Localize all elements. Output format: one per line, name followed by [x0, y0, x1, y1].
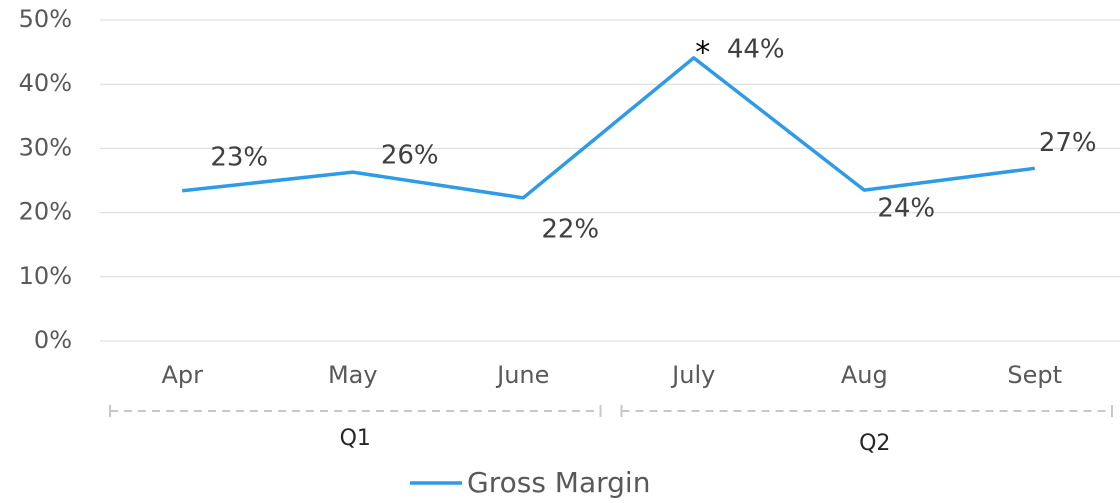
y-tick-label: 0%	[34, 326, 72, 354]
data-label: 22%	[541, 214, 599, 244]
x-tick-label: June	[495, 361, 549, 389]
data-label: 26%	[381, 141, 439, 171]
x-tick-label: Apr	[161, 361, 203, 389]
annotation: *	[695, 35, 710, 70]
y-tick-label: 30%	[19, 133, 72, 161]
y-tick-label: 40%	[19, 69, 72, 97]
data-line	[182, 56, 1035, 200]
data-label: 24%	[877, 194, 935, 224]
y-tick-label: 10%	[19, 262, 72, 290]
data-label: 44%	[727, 34, 785, 64]
legend-label: Gross Margin	[467, 466, 650, 499]
x-tick-label: Sept	[1007, 361, 1062, 389]
data-label: 23%	[210, 142, 268, 172]
group-label: Q1	[340, 426, 371, 451]
x-tick-label: May	[328, 361, 378, 389]
x-tick-label: Aug	[841, 361, 888, 389]
y-tick-label: 50%	[19, 5, 72, 33]
y-tick-label: 20%	[19, 198, 72, 226]
group-label: Q2	[859, 431, 890, 456]
x-tick-label: July	[670, 361, 715, 389]
data-label: 27%	[1039, 128, 1097, 158]
